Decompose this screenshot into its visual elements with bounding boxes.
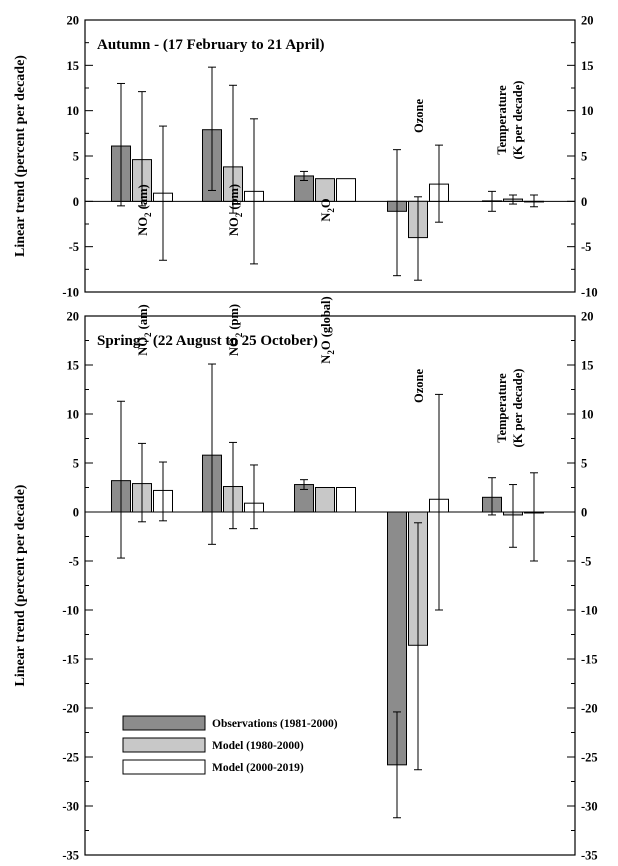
y-tick-label-right: 15 (581, 359, 594, 373)
y-tick-label-left: -15 (62, 653, 79, 667)
y-tick-label-right: -15 (581, 653, 598, 667)
chart-panel-0: -10 -10 -5 -5 0 0 5 5 10 10 15 15 20 20 Linear trend (… (13, 14, 598, 300)
legend-label-1: Model (1980-2000) (212, 740, 304, 752)
y-tick-label-left: 0 (73, 195, 79, 209)
y-tick-label-right: 15 (581, 59, 594, 73)
y-tick-label-left: 20 (67, 14, 80, 28)
y-axis-title: Linear trend (percent per decade) (13, 55, 28, 257)
y-tick-label-right: -30 (581, 800, 598, 814)
group-label-main: NO (136, 217, 150, 236)
group-label-rest: O (319, 198, 333, 208)
group-label-subscript: 2 (326, 350, 336, 355)
group-label-main: NO (227, 217, 241, 236)
y-tick-label-left: -5 (69, 240, 79, 254)
group-label-rest: (pm) (227, 184, 241, 213)
group-label-main: Ozone (412, 369, 426, 403)
group-label-rest: (pm) (227, 304, 241, 333)
legend: Observations (1981-2000) Model (1980-2000… (122, 715, 338, 775)
group-label: NO2 (am) (136, 184, 153, 235)
y-tick-label-left: 5 (73, 457, 79, 471)
y-tick-label-left: 0 (73, 506, 79, 520)
y-tick-label-left: -30 (62, 800, 79, 814)
y-tick-label-right: -25 (581, 751, 598, 765)
bar-2-2 (336, 178, 356, 202)
y-tick-label-left: -10 (62, 286, 79, 300)
group-label-main: N (319, 355, 333, 364)
group-label-subscript: 2 (326, 208, 336, 213)
y-tick-label-right: 5 (581, 457, 587, 471)
y-tick-label-left: 10 (67, 408, 80, 422)
y-tick-label-left: 15 (67, 359, 80, 373)
y-tick-label-left: 10 (67, 104, 80, 118)
legend-swatch-2 (122, 759, 206, 775)
y-tick-label-right: 20 (581, 310, 594, 324)
legend-label-2: Model (2000-2019) (212, 762, 304, 774)
y-axis-title: Linear trend (percent per decade) (13, 484, 28, 686)
y-tick-label-left: -20 (62, 702, 79, 716)
y-tick-label-right: 10 (581, 408, 594, 422)
bar-2-1 (315, 178, 335, 202)
group-label: NO2 (am) (136, 304, 153, 355)
group-label: NO2 (pm) (227, 304, 244, 356)
y-tick-label-right: 10 (581, 104, 594, 118)
group-label-main: N (319, 213, 333, 222)
group-label-rest: (am) (136, 304, 150, 332)
legend-label-0: Observations (1981-2000) (212, 718, 338, 730)
group-label-main: Ozone (412, 99, 426, 133)
group-label-subscript: 2 (143, 212, 153, 217)
chart-title: Autumn - (17 February to 21 April) (97, 37, 325, 53)
y-tick-label-right: 5 (581, 150, 587, 164)
group-label-line2: (K per decade) (511, 369, 525, 448)
y-tick-label-right: -10 (581, 604, 598, 618)
group-label-line1: Temperature (495, 373, 509, 443)
y-tick-label-left: 15 (67, 59, 80, 73)
y-tick-label-left: -10 (62, 604, 79, 618)
group-label-line2: (K per decade) (511, 81, 525, 160)
y-tick-label-left: -25 (62, 751, 79, 765)
group-label: N2O (global) (319, 296, 336, 363)
y-tick-label-right: 0 (581, 195, 587, 209)
legend-swatch-1 (122, 737, 206, 753)
y-tick-label-right: -5 (581, 555, 591, 569)
group-label: N2O (319, 198, 336, 222)
y-tick-label-right: -5 (581, 240, 591, 254)
bar-2-1 (315, 487, 335, 513)
y-tick-label-right: 0 (581, 506, 587, 520)
y-tick-label-right: -20 (581, 702, 598, 716)
group-label-main: NO (227, 337, 241, 356)
y-tick-label-left: 5 (73, 150, 79, 164)
legend-swatch-0 (122, 715, 206, 731)
y-tick-label-left: -35 (62, 849, 79, 863)
group-label-subscript: 2 (234, 212, 244, 217)
chart-panel-1: -35 -35 -30 -30 -25 -25 -20 -20 -15 -15 -10 -10 -5 -5… (13, 296, 598, 862)
y-tick-label-right: -10 (581, 286, 598, 300)
y-tick-label-right: -35 (581, 849, 598, 863)
y-tick-label-left: 20 (67, 310, 80, 324)
group-label: Ozone (412, 369, 426, 403)
y-tick-label-right: 20 (581, 14, 594, 28)
bar-2-2 (336, 487, 356, 513)
y-tick-label-left: -5 (69, 555, 79, 569)
group-label-subscript: 2 (143, 332, 153, 337)
group-label-rest: O (global) (319, 296, 333, 350)
group-label: Ozone (412, 99, 426, 133)
plot-frame (84, 19, 576, 293)
chart-title: Spring - (22 August to 25 October) (97, 333, 318, 349)
group-label-main: NO (136, 337, 150, 356)
group-label-line1: Temperature (495, 85, 509, 155)
group-label-subscript: 2 (234, 332, 244, 337)
group-label: NO2 (pm) (227, 184, 244, 236)
group-label-rest: (am) (136, 184, 150, 212)
